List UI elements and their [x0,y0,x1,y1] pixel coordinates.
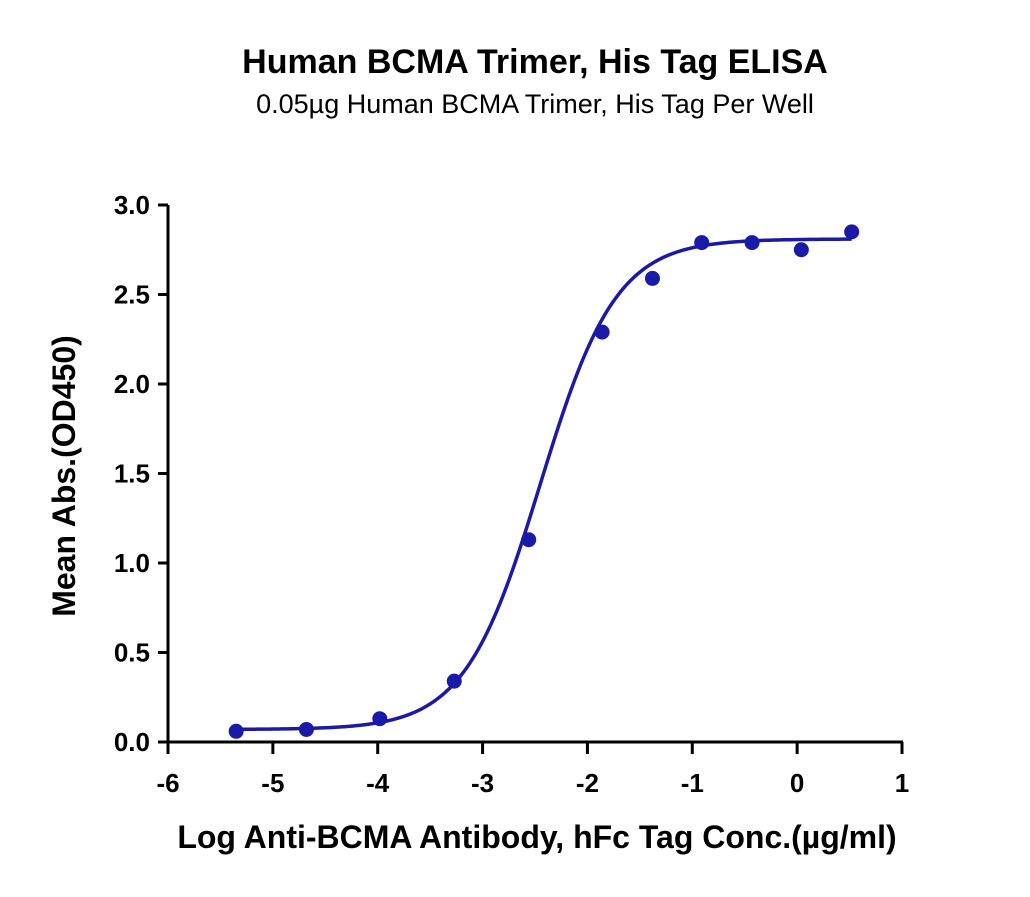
data-point [844,224,860,240]
data-points-group [228,224,860,739]
x-tick-label: -4 [366,768,390,798]
x-tick-label: -5 [261,768,284,798]
chart-title: Human BCMA Trimer, His Tag ELISA [242,43,828,81]
x-axis: -6 -5 -4 -3 -2 -1 0 1 [156,740,909,798]
y-tick-label: 0.5 [114,638,150,668]
x-tick-label: -3 [471,768,494,798]
y-tick-label: 2.0 [114,369,150,399]
data-point [298,721,314,737]
y-tick-label: 3.0 [114,190,150,220]
y-tick-label: 1.5 [114,459,150,489]
data-point [594,324,610,340]
x-tick-label: -6 [156,768,179,798]
y-tick-label: 0.0 [114,727,150,757]
data-point [446,673,462,689]
data-point [694,235,710,251]
data-point [793,242,809,258]
y-axis-label: Mean Abs.(OD450) [46,335,82,617]
x-tick-label: 1 [895,768,909,798]
data-point [372,711,388,727]
x-tick-label: 0 [790,768,804,798]
x-tick-label: -2 [576,768,599,798]
x-axis-label: Log Anti-BCMA Antibody, hFc Tag Conc.(µg… [177,819,896,855]
y-tick-label: 2.5 [114,280,150,310]
data-point [744,235,760,251]
y-axis: 0.0 0.5 1.0 1.5 2.0 2.5 3.0 [114,190,170,757]
chart-subtitle: 0.05µg Human BCMA Trimer, His Tag Per We… [256,89,814,119]
data-point [521,532,537,548]
fit-curve-group [236,237,852,732]
data-point [644,270,660,286]
x-tick-label: -1 [681,768,704,798]
fit-curve [236,237,852,732]
data-point [228,723,244,739]
y-tick-label: 1.0 [114,548,150,578]
